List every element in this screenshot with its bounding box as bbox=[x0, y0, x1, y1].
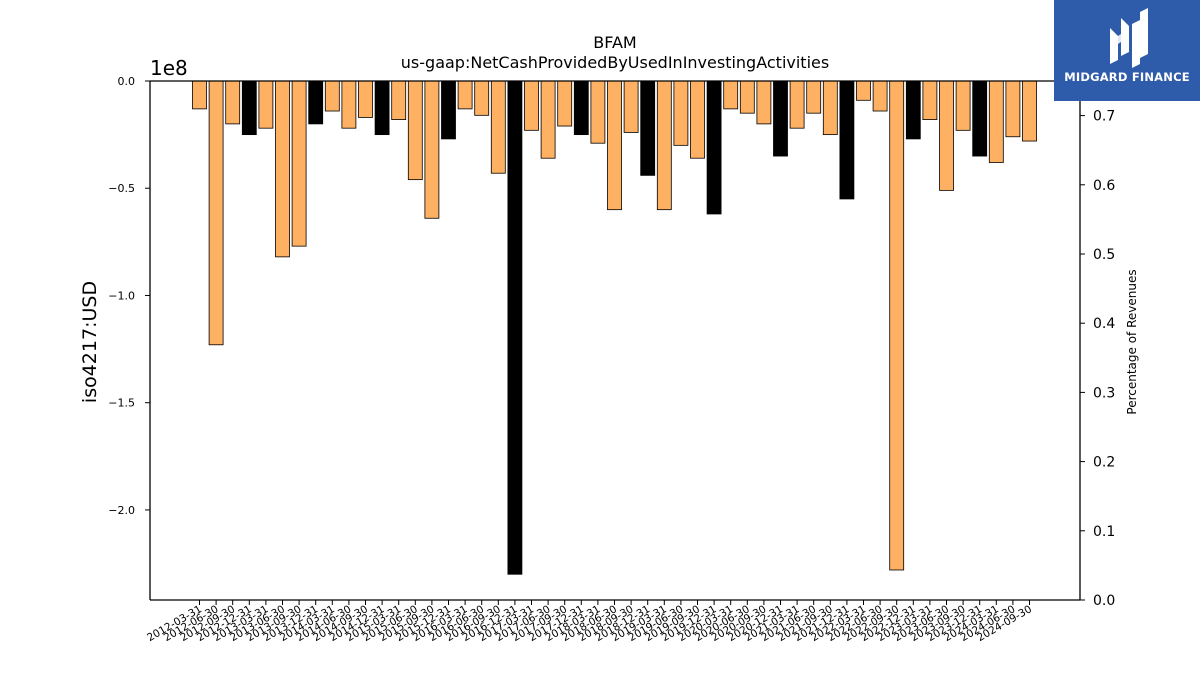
bar-2016-03-31 bbox=[457, 80, 473, 110]
bar-2016-12-31 bbox=[507, 80, 523, 575]
bar-2017-12-31 bbox=[573, 80, 589, 136]
bar-2014-09-30 bbox=[358, 80, 373, 118]
bar-2024-09-30 bbox=[1022, 80, 1037, 142]
bar-2018-12-31 bbox=[640, 80, 656, 176]
chart-title: BFAM bbox=[593, 33, 636, 52]
bar-2017-09-30 bbox=[557, 80, 573, 127]
bar-2016-06-30 bbox=[474, 80, 490, 116]
bar-2016-09-30 bbox=[490, 80, 506, 174]
y2-tick-label: 0.0 bbox=[1093, 593, 1115, 609]
y-tick-label: 0.0 bbox=[118, 75, 136, 88]
bar-2018-06-30 bbox=[607, 80, 622, 211]
y-tick-label: −1.5 bbox=[108, 397, 135, 410]
y-tick-label: −0.5 bbox=[108, 182, 135, 195]
bar-2014-03-31 bbox=[324, 80, 340, 112]
axes-frame bbox=[149, 80, 1081, 601]
y2-tick-label: 0.6 bbox=[1093, 178, 1115, 194]
bar-2022-06-30 bbox=[872, 80, 888, 112]
bar-2012-12-31 bbox=[241, 80, 257, 136]
y2-tick-label: 0.3 bbox=[1093, 385, 1115, 401]
y2-tick-label: 0.5 bbox=[1093, 247, 1115, 263]
y-axis-ticks: 0.0 −0.5 −1.0 −1.5 −2.0 bbox=[108, 75, 150, 517]
bar-2018-09-30 bbox=[623, 80, 639, 133]
bar-2017-06-30 bbox=[540, 80, 556, 159]
bar-2020-03-31 bbox=[723, 80, 739, 110]
x-axis-ticks: 2012-03-312012-06-302012-09-302012-12-31… bbox=[145, 600, 1034, 644]
y-offset-label: 1e8 bbox=[150, 56, 188, 80]
bar-2012-03-31 bbox=[192, 80, 207, 110]
bar-2012-09-30 bbox=[225, 80, 241, 125]
bar-2013-09-30 bbox=[291, 80, 307, 247]
bar-2020-06-30 bbox=[739, 80, 755, 114]
bar-2021-12-31 bbox=[839, 80, 855, 200]
bar-2020-09-30 bbox=[756, 80, 772, 125]
bar-2022-09-30 bbox=[889, 80, 905, 571]
y2-axis-label: Percentage of Revenues bbox=[1125, 269, 1139, 414]
bar-2013-03-31 bbox=[258, 80, 274, 129]
bar-2021-03-31 bbox=[789, 80, 805, 129]
bar-2021-09-30 bbox=[822, 80, 838, 136]
bar-2019-09-30 bbox=[690, 80, 705, 159]
bar-2023-09-30 bbox=[955, 80, 971, 131]
bar-2021-06-30 bbox=[806, 80, 822, 114]
y-tick-label: −2.0 bbox=[108, 504, 135, 517]
bar-2023-12-31 bbox=[972, 80, 988, 157]
bar-2014-12-31 bbox=[374, 80, 390, 136]
bar-2017-03-31 bbox=[524, 80, 539, 131]
bar-2014-06-30 bbox=[341, 80, 357, 129]
bar-2015-09-30 bbox=[424, 80, 440, 219]
y-axis-label: iso4217:USD bbox=[79, 281, 101, 403]
bar-2024-06-30 bbox=[1005, 80, 1021, 138]
y2-tick-label: 0.1 bbox=[1093, 524, 1115, 540]
bar-2019-12-31 bbox=[706, 80, 722, 215]
y2-tick-label: 0.2 bbox=[1093, 455, 1115, 471]
y-tick-label: −1.0 bbox=[108, 289, 135, 302]
midgard-m-logo-icon bbox=[1110, 8, 1148, 68]
bar-2019-06-30 bbox=[673, 80, 689, 146]
bar-2019-03-31 bbox=[656, 80, 672, 211]
bar-2020-12-31 bbox=[773, 80, 788, 157]
brand-name: MIDGARD FINANCE bbox=[1064, 70, 1190, 84]
bar-2024-03-31 bbox=[988, 80, 1004, 163]
bar-2015-03-31 bbox=[391, 80, 407, 120]
bar-2013-06-30 bbox=[275, 80, 290, 258]
y2-axis-ticks: 0.0 0.1 0.2 0.3 0.4 0.5 0.6 0.7 bbox=[1080, 109, 1115, 609]
bars bbox=[192, 80, 1037, 575]
bar-2022-12-31 bbox=[905, 80, 921, 140]
bar-2015-06-30 bbox=[407, 80, 423, 181]
y2-tick-label: 0.4 bbox=[1093, 316, 1115, 332]
y2-tick-label: 0.7 bbox=[1093, 109, 1115, 125]
bar-2012-06-30 bbox=[208, 80, 224, 346]
bar-2013-12-31 bbox=[308, 80, 324, 125]
bar-2022-03-31 bbox=[856, 80, 871, 101]
brand-logo: MIDGARD FINANCE bbox=[1054, 0, 1200, 101]
bar-2023-03-31 bbox=[922, 80, 938, 120]
bar-2015-12-31 bbox=[441, 80, 456, 140]
bar-2018-03-31 bbox=[590, 80, 606, 144]
chart-subtitle: us-gaap:NetCashProvidedByUsedInInvesting… bbox=[401, 53, 829, 72]
bar-2023-06-30 bbox=[939, 80, 954, 191]
